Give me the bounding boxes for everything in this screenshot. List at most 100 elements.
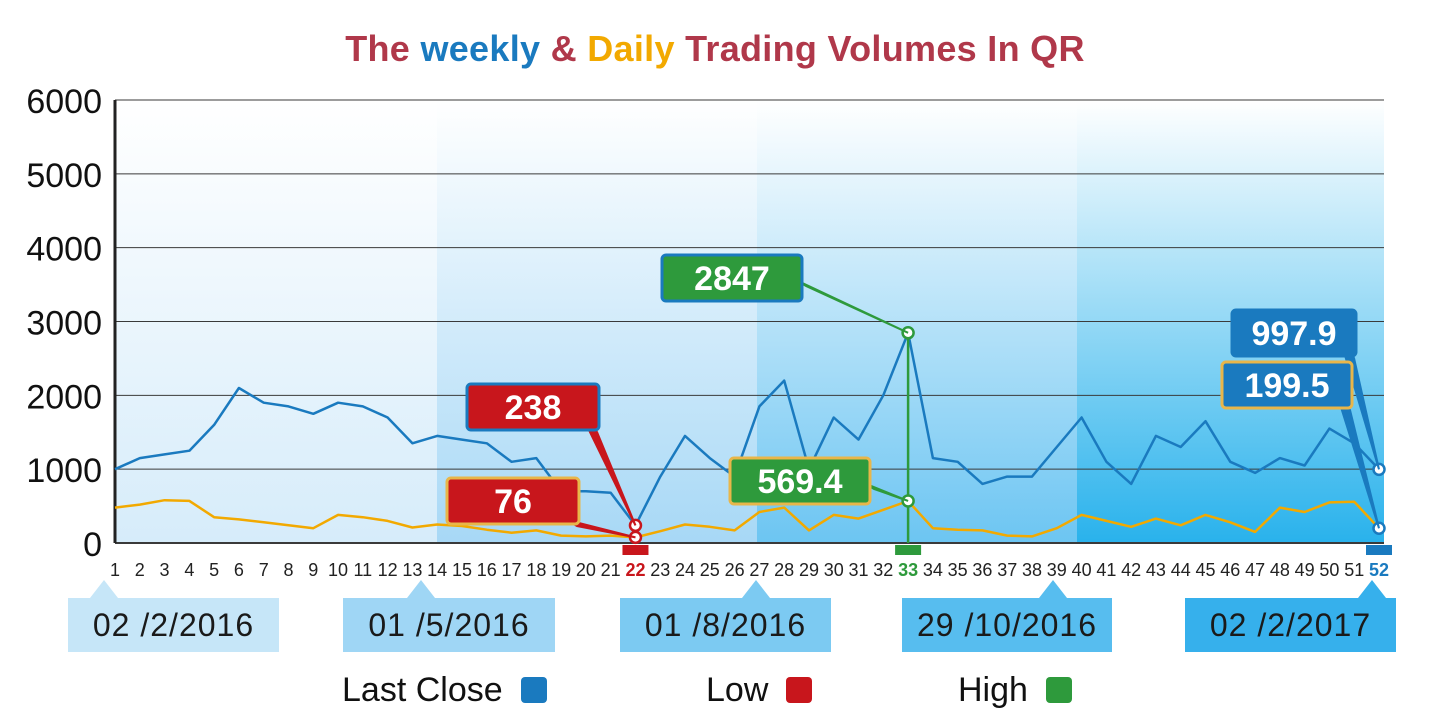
date-marker-box: 02 /2/2017: [1185, 598, 1396, 652]
x-tick-label: 8: [283, 560, 293, 580]
data-label: 199.5: [1244, 367, 1329, 405]
x-tick-label: 21: [601, 560, 621, 580]
x-tick-label: 47: [1245, 560, 1265, 580]
date-marker-box: 01 /8/2016: [620, 598, 831, 652]
x-tick-label: 50: [1319, 560, 1339, 580]
x-tick-label: 51: [1344, 560, 1364, 580]
week-marker-bar: [1366, 545, 1392, 555]
x-tick-label: 19: [551, 560, 571, 580]
y-tick-label: 1000: [26, 452, 102, 490]
chart-title: The weekly & Daily Trading Volumes In QR: [0, 28, 1430, 70]
x-tick-label: 33: [898, 560, 918, 580]
x-tick-label: 17: [502, 560, 522, 580]
date-marker-arrow: [1358, 580, 1386, 598]
data-label: 238: [505, 389, 562, 427]
x-tick-label: 32: [873, 560, 893, 580]
title-part-daily: Daily: [587, 28, 675, 69]
legend-swatch-low: [786, 677, 813, 703]
callout-box: [1230, 308, 1358, 358]
x-tick-label: 4: [184, 560, 194, 580]
x-tick-label: 3: [160, 560, 170, 580]
date-marker-arrow: [90, 580, 118, 598]
y-tick-label: 2000: [26, 378, 102, 416]
callout-box: [445, 476, 581, 526]
callout-box: [660, 253, 804, 303]
y-tick-label: 3000: [26, 305, 102, 343]
x-tick-label: 22: [625, 560, 645, 580]
x-tick-label: 6: [234, 560, 244, 580]
data-label: 2847: [694, 260, 770, 298]
x-tick-label: 20: [576, 560, 596, 580]
legend-item-high: High: [958, 670, 1072, 710]
legend-item-last-close: Last Close: [342, 670, 547, 710]
date-marker-arrow: [1039, 580, 1067, 598]
title-part-amp: &: [540, 28, 588, 69]
x-tick-label: 43: [1146, 560, 1166, 580]
title-part-rest: Trading Volumes In QR: [674, 28, 1085, 69]
x-tick-label: 42: [1121, 560, 1141, 580]
date-marker-box: 02 /2/2016: [68, 598, 279, 652]
week-marker-bar: [895, 545, 922, 555]
y-tick-label: 5000: [26, 157, 102, 195]
title-part-the: The: [345, 28, 421, 69]
x-tick-label: 16: [477, 560, 497, 580]
x-tick-label: 30: [824, 560, 844, 580]
y-tick-label: 6000: [26, 83, 102, 121]
x-tick-label: 29: [799, 560, 819, 580]
callout-box: [465, 382, 601, 432]
x-tick-label: 15: [452, 560, 472, 580]
date-marker-arrow: [742, 580, 770, 598]
callout-box: [728, 456, 872, 506]
x-tick-label: 27: [749, 560, 769, 580]
x-tick-label: 10: [328, 560, 348, 580]
x-tick-label: 34: [923, 560, 943, 580]
y-tick-label: 0: [83, 526, 102, 564]
x-tick-label: 40: [1072, 560, 1092, 580]
x-tick-label: 37: [997, 560, 1017, 580]
x-tick-label: 9: [308, 560, 318, 580]
x-tick-label: 2: [135, 560, 145, 580]
x-tick-label: 36: [972, 560, 992, 580]
x-tick-label: 48: [1270, 560, 1290, 580]
x-tick-label: 49: [1295, 560, 1315, 580]
legend-swatch-last-close: [520, 677, 547, 703]
title-part-weekly: weekly: [420, 28, 541, 69]
date-marker-box: 29 /10/2016: [902, 598, 1112, 652]
x-tick-label: 13: [402, 560, 422, 580]
x-tick-label: 44: [1171, 560, 1191, 580]
series-line-weekly: [114, 331, 1380, 527]
x-tick-label: 24: [675, 560, 695, 580]
legend-item-low: Low: [706, 670, 813, 710]
x-tick-label: 11: [353, 560, 372, 580]
series-line-daily: [114, 498, 1380, 539]
x-tick-label: 31: [849, 560, 869, 580]
x-tick-label: 39: [1047, 560, 1067, 580]
date-marker-box: 01 /5/2016: [343, 598, 555, 652]
x-tick-label: 7: [259, 560, 269, 580]
x-tick-label: 38: [1022, 560, 1042, 580]
legend-label-low: Low: [706, 670, 769, 709]
legend-label-last-close: Last Close: [342, 670, 503, 709]
x-tick-label: 12: [378, 560, 398, 580]
x-tick-label: 14: [427, 560, 447, 580]
legend-label-high: High: [958, 670, 1028, 709]
x-tick-label: 1: [110, 560, 120, 580]
x-tick-label: 5: [209, 560, 219, 580]
x-tick-label: 46: [1220, 560, 1240, 580]
x-tick-label: 26: [725, 560, 745, 580]
date-marker-arrow: [407, 580, 435, 598]
legend-swatch-high: [1045, 677, 1072, 703]
x-tick-label: 28: [774, 560, 794, 580]
week-marker-bar: [622, 545, 649, 555]
data-label: 997.9: [1251, 315, 1336, 353]
x-tick-label: 23: [650, 560, 670, 580]
x-tick-label: 41: [1096, 560, 1116, 580]
x-tick-label: 25: [700, 560, 720, 580]
x-tick-label: 35: [948, 560, 968, 580]
callout-box: [1220, 360, 1354, 410]
x-tick-label: 45: [1195, 560, 1215, 580]
x-tick-label: 52: [1369, 560, 1389, 580]
x-tick-label: 18: [526, 560, 546, 580]
data-label: 569.4: [757, 463, 842, 501]
